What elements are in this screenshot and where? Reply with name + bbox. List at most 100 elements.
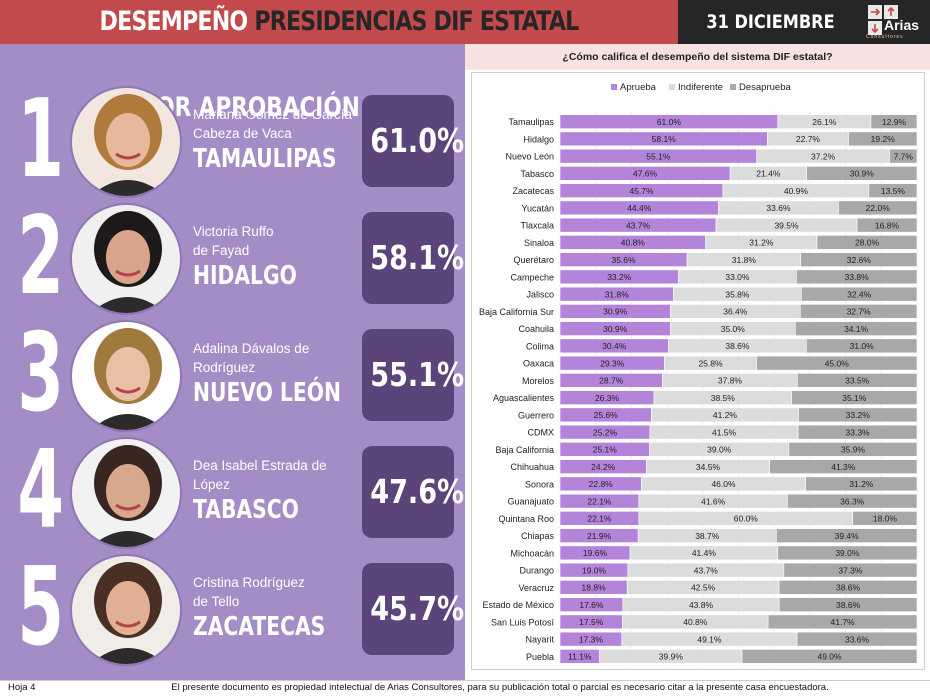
data-label: 39.0% bbox=[707, 445, 732, 455]
category-label: Jalisco bbox=[526, 290, 554, 300]
candidate-name: Adalina Dávalos de Rodríguez bbox=[193, 339, 363, 377]
data-label: 21.4% bbox=[756, 169, 781, 179]
candidate-name-line1: Cristina Rodríguez bbox=[193, 575, 305, 590]
portrait-avatar bbox=[70, 203, 182, 315]
data-label: 33.6% bbox=[766, 203, 791, 213]
data-label: 32.4% bbox=[847, 289, 872, 299]
category-label: Puebla bbox=[526, 652, 554, 662]
page-number: Hoja 4 bbox=[8, 682, 36, 693]
data-label: 30.9% bbox=[603, 307, 628, 317]
data-label: 35.0% bbox=[721, 324, 746, 334]
arias-logo-icon bbox=[868, 5, 898, 35]
bar-segment bbox=[797, 373, 918, 388]
category-label: Guanajuato bbox=[507, 497, 554, 507]
category-label: Guerrero bbox=[518, 410, 554, 420]
person-icon bbox=[90, 328, 166, 430]
copyright-notice: El presente documento es propiedad intel… bbox=[171, 682, 829, 693]
data-label: 28.7% bbox=[599, 376, 624, 386]
data-label: 31.2% bbox=[849, 479, 874, 489]
category-label: Yucatán bbox=[521, 203, 554, 213]
category-label: Nayarit bbox=[525, 635, 554, 645]
rank-number: 2 bbox=[17, 194, 64, 319]
data-label: 11.1% bbox=[568, 652, 592, 662]
data-label: 19.2% bbox=[871, 134, 896, 144]
category-label: Durango bbox=[519, 566, 554, 576]
legend-label: Desaprueba bbox=[739, 82, 791, 93]
bar-segment bbox=[778, 580, 918, 595]
category-label: Quintana Roo bbox=[498, 514, 554, 524]
stacked-bar-chart: Aprueba Indiferente Desaprueba Tamaulipas 61… bbox=[479, 82, 918, 665]
data-label: 33.6% bbox=[845, 634, 870, 644]
bar-segment bbox=[848, 131, 918, 147]
data-label: 18.0% bbox=[873, 514, 898, 524]
data-label: 35.9% bbox=[841, 445, 866, 455]
data-label: 31.2% bbox=[749, 238, 774, 248]
category-label: Morelos bbox=[522, 376, 555, 386]
data-label: 33.5% bbox=[845, 376, 870, 386]
data-label: 31.8% bbox=[732, 255, 757, 265]
data-label: 46.0% bbox=[711, 479, 736, 489]
data-label: 22.7% bbox=[796, 134, 821, 144]
data-label: 47.6% bbox=[633, 169, 658, 179]
data-label: 44.4% bbox=[627, 203, 652, 213]
state-name: HIDALGO bbox=[193, 261, 297, 291]
data-label: 22.8% bbox=[589, 479, 614, 489]
data-label: 34.5% bbox=[696, 462, 721, 472]
candidate-name-line1: Adalina Dávalos de bbox=[193, 341, 310, 356]
data-label: 34.1% bbox=[844, 324, 869, 334]
portrait-avatar bbox=[70, 86, 182, 198]
data-label: 35.1% bbox=[842, 393, 867, 403]
data-label: 38.7% bbox=[695, 531, 720, 541]
candidate-name: Mariana Gómez de García Cabeza de Vaca bbox=[193, 105, 363, 143]
bar-segment bbox=[791, 390, 918, 405]
data-label: 29.3% bbox=[600, 358, 625, 368]
candidate-name-line1: Victoria Ruffo bbox=[193, 224, 274, 239]
data-label: 19.6% bbox=[583, 548, 608, 558]
candidate-name: Cristina Rodríguez de Tello bbox=[193, 573, 363, 611]
bar-segment bbox=[799, 304, 918, 319]
state-name: TAMAULIPAS bbox=[193, 144, 337, 174]
bar-segment bbox=[805, 476, 918, 492]
data-label: 17.3% bbox=[579, 634, 604, 644]
category-label: San Luis Potosí bbox=[491, 617, 555, 627]
data-label: 32.6% bbox=[847, 255, 872, 265]
bar-segment bbox=[816, 235, 918, 250]
candidate-name-line2: Cabeza de Vaca bbox=[193, 126, 292, 141]
data-label: 33.2% bbox=[846, 410, 871, 420]
data-label: 39.9% bbox=[659, 652, 684, 662]
legend-label: Aprueba bbox=[620, 82, 657, 93]
legend-swatch bbox=[611, 84, 617, 90]
bar-segment bbox=[797, 424, 918, 440]
data-label: 40.9% bbox=[784, 186, 809, 196]
state-name: TABASCO bbox=[193, 495, 299, 525]
data-label: 41.5% bbox=[712, 427, 737, 437]
category-label: Oaxaca bbox=[523, 359, 554, 369]
data-label: 37.2% bbox=[811, 151, 836, 161]
data-label: 26.3% bbox=[595, 393, 620, 403]
approval-badge: 45.7% bbox=[362, 563, 464, 655]
person-icon bbox=[90, 94, 166, 196]
bar-segment bbox=[767, 614, 918, 630]
approval-percent: 58.1% bbox=[370, 238, 465, 277]
data-label: 28.0% bbox=[855, 238, 880, 248]
bar-segment bbox=[868, 183, 918, 198]
approval-badge: 55.1% bbox=[362, 329, 464, 421]
bar-segment bbox=[741, 649, 918, 664]
candidate-name-line2: Rodríguez bbox=[193, 360, 256, 375]
data-label: 41.2% bbox=[713, 410, 738, 420]
data-label: 13.5% bbox=[881, 186, 906, 196]
category-label: Sinaloa bbox=[524, 238, 554, 248]
category-label: Hidalgo bbox=[523, 134, 554, 144]
data-label: 45.7% bbox=[629, 186, 654, 196]
data-label: 40.8% bbox=[683, 617, 708, 627]
category-label: Zacatecas bbox=[512, 186, 554, 196]
approval-badge: 61.0% bbox=[362, 95, 464, 187]
category-label: Colima bbox=[526, 341, 554, 351]
data-label: 22.1% bbox=[587, 496, 612, 506]
legend-swatch bbox=[730, 84, 736, 90]
data-label: 61.0% bbox=[657, 117, 682, 127]
legend-label: Indiferente bbox=[678, 82, 723, 93]
data-label: 41.3% bbox=[831, 462, 856, 472]
bar-segment bbox=[806, 166, 918, 181]
